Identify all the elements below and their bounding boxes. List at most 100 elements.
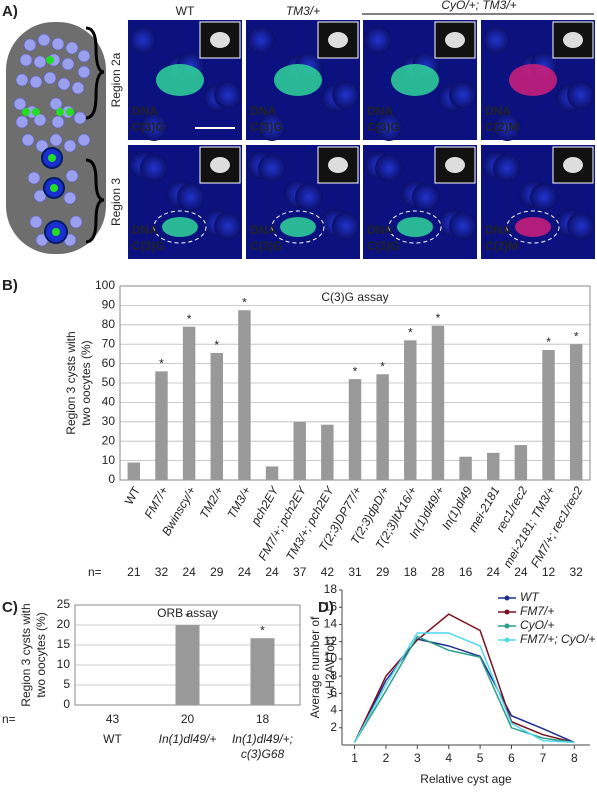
panel-label: C) [2, 599, 18, 616]
nucleus [177, 183, 205, 211]
x-tick-label: c(3)G68 [241, 747, 285, 761]
y-tick-label: 10 [57, 657, 71, 671]
y-tick-label: 50 [102, 375, 116, 389]
y-tick-label: 5 [63, 677, 70, 691]
y-tick-label: 12 [324, 634, 338, 648]
bar [250, 638, 275, 705]
column-header: CyO/+; TM3/+ [441, 0, 516, 12]
y-tick-label: 2 [330, 720, 337, 734]
legend-label: FM7/+; CyO/+ [520, 632, 595, 646]
y-tick-label: 80 [102, 317, 116, 331]
bar [238, 310, 251, 480]
significance: * [185, 610, 190, 624]
significance: * [214, 338, 219, 352]
y-axis-label: two oocytes (%) [79, 340, 93, 425]
tile-label: DNA [367, 223, 393, 237]
significance: * [436, 311, 441, 325]
x-tick-label: FM7/+ [142, 484, 171, 521]
nucleus [364, 26, 392, 54]
inset-signal [328, 32, 348, 48]
y-tick-label: 0 [108, 472, 115, 486]
x-tick-label: WT [103, 732, 122, 746]
signal [162, 217, 198, 237]
tile-label: DNA [485, 223, 511, 237]
inset-signal [445, 32, 465, 48]
inset-signal [210, 32, 230, 48]
tile-label: DNA [485, 104, 511, 118]
tile-label: C(3)G [132, 120, 165, 134]
nucleus [412, 183, 440, 211]
significance: * [353, 364, 358, 378]
nucleus [332, 81, 360, 109]
row-label: Region 2a [109, 52, 123, 107]
x-tick-label: In(1)dl49/+; [232, 732, 293, 746]
y-tick-label: 16 [324, 599, 338, 613]
bar [127, 462, 141, 480]
tile-label: C(2)M [485, 239, 518, 253]
y-tick-label: 15 [57, 637, 71, 651]
nucleus [375, 113, 403, 141]
brace [85, 26, 105, 120]
y-tick-label: 40 [102, 395, 116, 409]
n-value: 24 [182, 565, 196, 579]
signal [397, 217, 433, 237]
bar [293, 421, 306, 480]
nucleus [449, 81, 477, 109]
column-header: WT [176, 4, 195, 18]
x-tick-label: TM2/+ [197, 484, 226, 521]
bar [182, 326, 196, 480]
bar [569, 344, 583, 480]
series-line [353, 632, 575, 744]
brace [85, 158, 105, 244]
n-value: 18 [256, 712, 270, 726]
signal [515, 217, 551, 237]
bar [542, 350, 555, 480]
column-header: TM3/+ [286, 4, 320, 18]
nucleus [214, 212, 242, 240]
chart-title: C(3)G assay [321, 290, 388, 304]
y-tick-label: 10 [324, 651, 338, 665]
inset-signal [563, 157, 583, 173]
nucleus [449, 212, 477, 240]
y-tick-label: 100 [95, 278, 115, 292]
bar [265, 466, 279, 480]
panel-label: B) [2, 277, 18, 294]
inset-signal [563, 32, 583, 48]
tile-label: DNA [250, 223, 276, 237]
tile-label: DNA [367, 104, 393, 118]
nucleus [214, 81, 242, 109]
y-tick-label: 60 [102, 356, 116, 370]
x-tick-label: WT [122, 484, 144, 508]
n-label: n= [2, 712, 16, 726]
signal [280, 217, 316, 237]
significance: * [380, 359, 385, 373]
tile-label: DNA [132, 104, 158, 118]
tile-label: C(3)G [250, 120, 283, 134]
bar [404, 340, 417, 480]
x-axis-label: Relative cyst age [420, 772, 512, 786]
n-value: 29 [376, 565, 390, 579]
y-axis-label: Region 3 cysts with [19, 603, 33, 706]
series-line [353, 635, 575, 744]
bar [175, 625, 200, 705]
nucleus [258, 154, 286, 182]
legend-marker [504, 623, 510, 629]
n-value: 32 [155, 565, 169, 579]
nucleus [258, 113, 286, 141]
legend-marker [504, 637, 510, 643]
nucleus [129, 26, 157, 54]
n-value: 37 [293, 565, 307, 579]
nucleus [567, 212, 595, 240]
tile-label: C(3)G [250, 239, 283, 253]
x-tick-label: 4 [445, 751, 452, 765]
n-value: 20 [181, 712, 195, 726]
n-value: 21 [127, 565, 141, 579]
significance: * [187, 312, 192, 326]
series-line [353, 613, 575, 744]
signal [156, 64, 204, 96]
inset [552, 21, 594, 59]
n-value: 24 [265, 565, 279, 579]
tile-label: C(3)G [367, 120, 400, 134]
nucleus [295, 183, 323, 211]
